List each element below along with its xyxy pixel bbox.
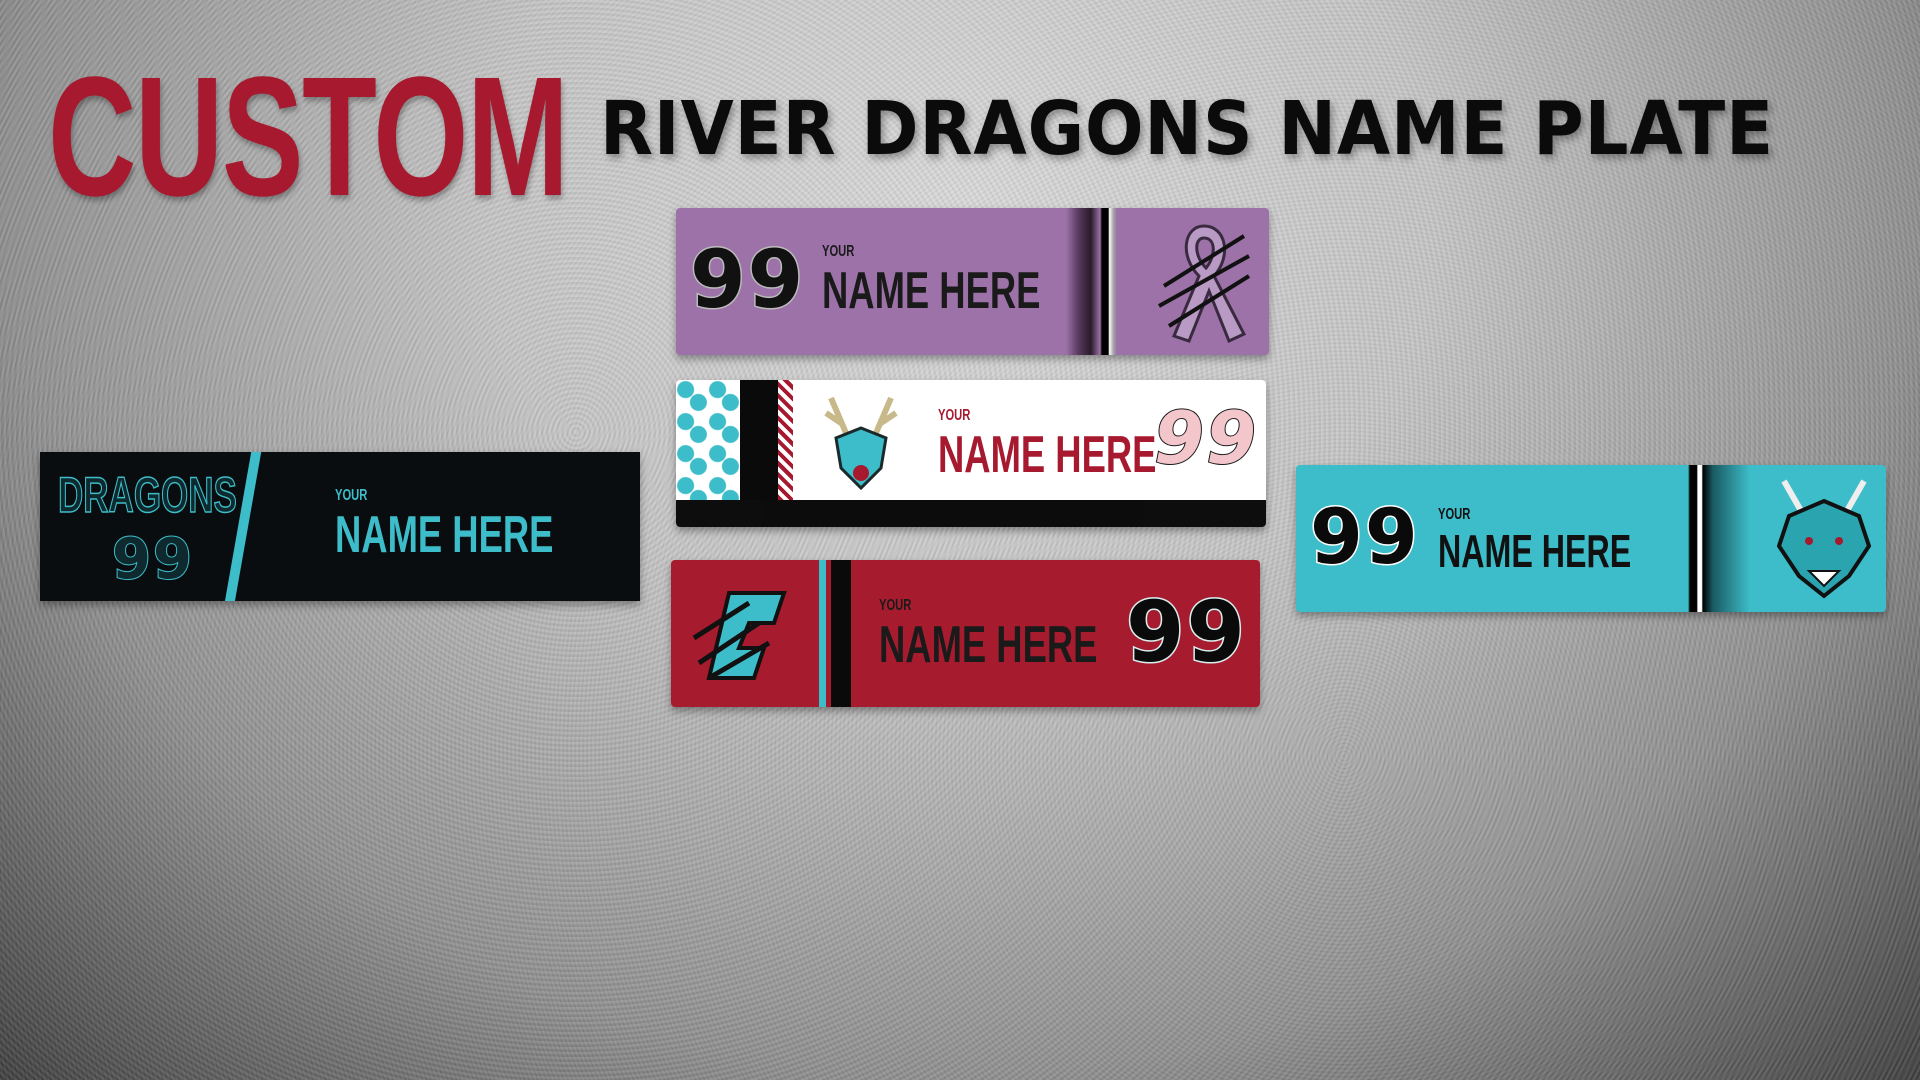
plate-name: NAME HERE	[1438, 525, 1632, 577]
plate-your-label: YOUR	[335, 487, 368, 504]
name-plate-black[interactable]: DRAGONS 99 YOUR NAME HERE	[40, 452, 640, 601]
plate-number: 99	[1309, 492, 1420, 581]
black-stripe	[831, 560, 851, 707]
plate-name: NAME HERE	[879, 616, 1098, 674]
teal-stripe	[819, 560, 826, 707]
plate-your-label: YOUR	[879, 597, 912, 614]
plate-name: NAME HERE	[822, 262, 1041, 320]
black-stripe	[740, 380, 778, 500]
stripe-divider	[1066, 208, 1128, 355]
claw-c-icon	[681, 575, 806, 690]
plate-your-label: YOUR	[1438, 506, 1471, 523]
antlered-dragon-icon	[806, 390, 916, 495]
name-plate-purple[interactable]: 99 YOUR NAME HERE	[676, 208, 1269, 355]
plate-number: 99	[1125, 583, 1247, 681]
name-plate-holiday[interactable]: YOUR NAME HERE 99	[676, 380, 1266, 527]
plate-your-label: YOUR	[938, 407, 971, 424]
plate-number: 99	[688, 233, 806, 326]
plate-your-label: YOUR	[822, 243, 855, 260]
buffalo-plaid-band	[676, 500, 1266, 527]
plate-number: 99	[111, 527, 194, 592]
stripe-divider	[1688, 465, 1750, 612]
dragons-wordmark: DRAGONS	[57, 467, 237, 523]
ribbon-claw-icon	[1146, 216, 1261, 346]
plate-name: NAME HERE	[938, 426, 1157, 484]
dragon-head-icon	[1766, 473, 1881, 603]
name-plate-teal[interactable]: 99 YOUR NAME HERE	[1296, 465, 1886, 612]
plate-number: 99	[1153, 396, 1259, 480]
holly-pattern	[676, 380, 740, 500]
candy-stripe	[778, 380, 793, 500]
plate-name: NAME HERE	[335, 506, 554, 564]
custom-heading: CUSTOM	[48, 42, 569, 232]
page-title: RIVER DRAGONS NAME PLATE	[600, 86, 1775, 172]
name-plate-red[interactable]: YOUR NAME HERE 99	[671, 560, 1260, 707]
